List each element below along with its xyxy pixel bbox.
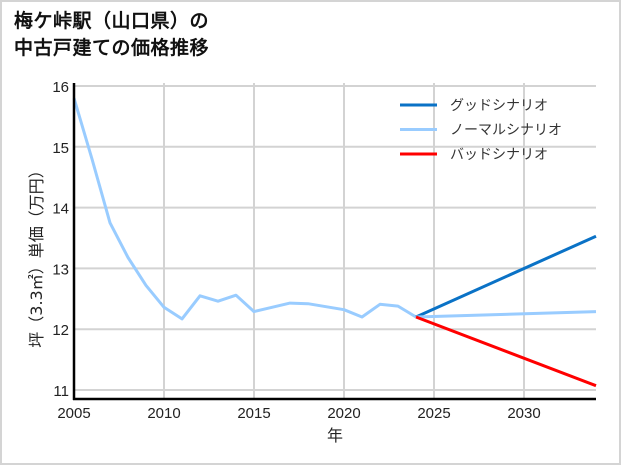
x-tick-labels: 2005 2010 2015 2020 2025 2030 bbox=[57, 405, 540, 422]
x-tick-label: 2010 bbox=[147, 405, 180, 422]
legend-item: バッドシナリオ bbox=[400, 147, 548, 163]
x-tick-label: 2030 bbox=[507, 405, 540, 422]
y-tick-labels: 11 12 13 14 15 16 bbox=[52, 79, 69, 400]
x-tick-label: 2015 bbox=[237, 405, 270, 422]
series-line bbox=[72, 97, 417, 321]
data-series bbox=[72, 97, 597, 388]
axes bbox=[72, 83, 596, 401]
y-tick-label: 12 bbox=[52, 322, 69, 339]
y-tick-label: 15 bbox=[52, 140, 69, 157]
legend-label: ノーマルシナリオ bbox=[450, 123, 562, 139]
chart-title-line1: 梅ケ峠駅（山口県）の bbox=[14, 10, 210, 32]
x-axis-label: 年 bbox=[327, 426, 343, 445]
legend-label: グッドシナリオ bbox=[450, 98, 548, 114]
y-tick-label: 11 bbox=[53, 383, 69, 400]
y-tick-label: 16 bbox=[52, 79, 69, 96]
chart-title: 梅ケ峠駅（山口県）の 中古戸建ての価格推移 bbox=[14, 8, 209, 62]
legend-label: バッドシナリオ bbox=[450, 147, 548, 163]
chart-title-line2: 中古戸建ての価格推移 bbox=[14, 37, 210, 59]
x-tick-label: 2020 bbox=[327, 405, 360, 422]
y-tick-label: 14 bbox=[52, 201, 69, 218]
grid-lines bbox=[73, 83, 596, 399]
legend-item: ノーマルシナリオ bbox=[400, 123, 562, 139]
x-tick-label: 2025 bbox=[417, 405, 450, 422]
y-tick-label: 13 bbox=[52, 261, 69, 278]
legend-item: グッドシナリオ bbox=[400, 98, 548, 114]
series-line bbox=[415, 315, 597, 388]
series-line bbox=[415, 234, 597, 319]
y-axis-label: 坪（3.3㎡）単価（万円） bbox=[27, 162, 46, 347]
x-tick-label: 2005 bbox=[57, 405, 90, 422]
series-line bbox=[415, 310, 597, 319]
